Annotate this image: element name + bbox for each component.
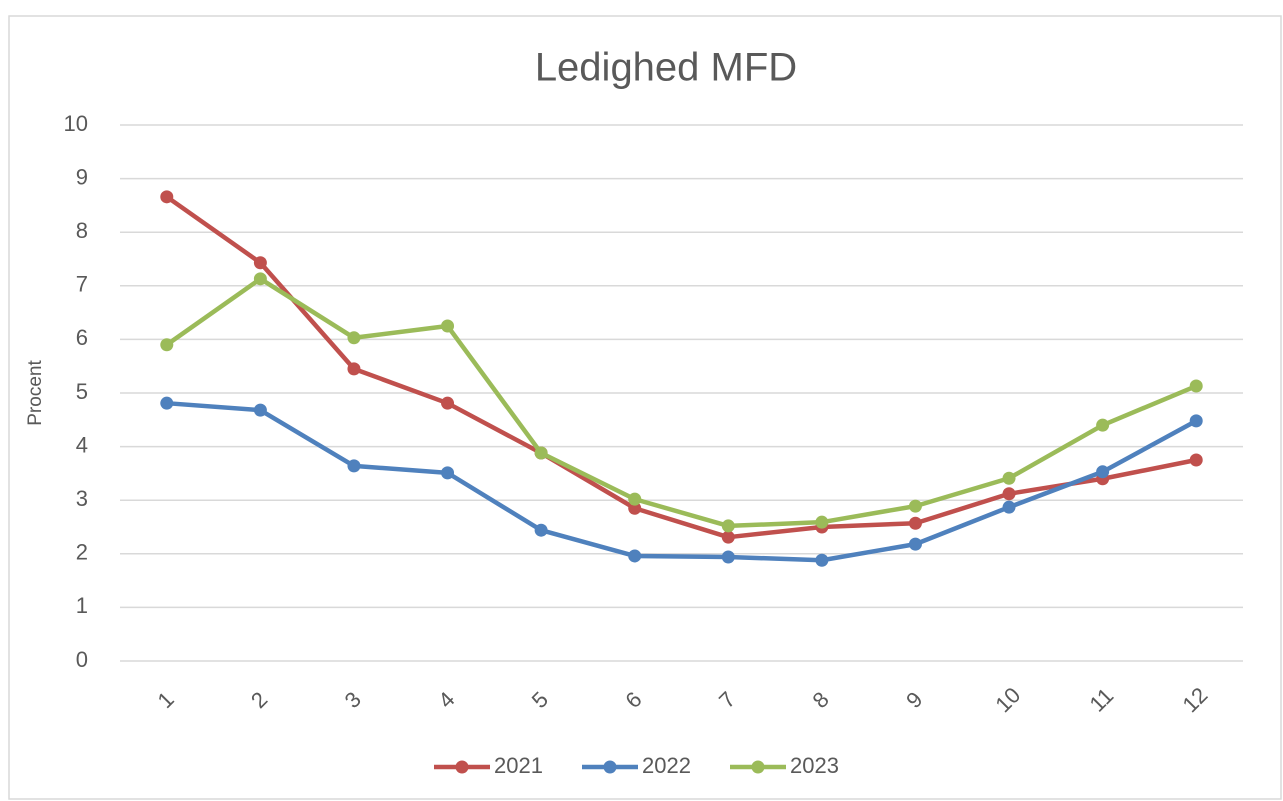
legend-marker bbox=[603, 760, 617, 774]
data-point bbox=[1002, 500, 1016, 514]
data-point bbox=[815, 515, 829, 529]
y-tick-label: 4 bbox=[76, 432, 88, 457]
y-tick-label: 7 bbox=[76, 272, 88, 297]
data-point bbox=[160, 396, 174, 410]
data-point bbox=[908, 516, 922, 530]
legend-marker bbox=[455, 760, 469, 774]
series-line bbox=[165, 276, 1198, 529]
data-point bbox=[1189, 379, 1203, 393]
series-line bbox=[166, 400, 1198, 563]
data-point bbox=[160, 338, 174, 352]
data-point bbox=[253, 272, 267, 286]
data-point bbox=[908, 499, 922, 513]
data-point bbox=[908, 537, 922, 551]
legend-label: 2021 bbox=[494, 753, 543, 778]
data-point bbox=[347, 331, 361, 345]
data-point bbox=[441, 396, 455, 410]
data-point bbox=[1189, 453, 1203, 467]
series-line bbox=[165, 194, 1197, 540]
y-tick-label: 2 bbox=[76, 540, 88, 565]
data-point bbox=[160, 190, 174, 204]
legend-label: 2022 bbox=[642, 753, 691, 778]
data-point bbox=[534, 523, 548, 537]
data-point bbox=[628, 549, 642, 563]
y-tick-label: 3 bbox=[76, 486, 88, 511]
y-axis-label: Procent bbox=[25, 360, 46, 426]
data-point bbox=[1002, 487, 1016, 501]
data-point bbox=[441, 319, 455, 333]
data-point bbox=[721, 519, 735, 533]
data-point bbox=[441, 466, 455, 480]
data-point bbox=[347, 459, 361, 473]
data-point bbox=[1096, 418, 1110, 432]
y-tick-label: 6 bbox=[76, 325, 88, 350]
data-point bbox=[628, 492, 642, 506]
chart-title: Ledighed MFD bbox=[535, 46, 797, 90]
y-tick-label: 1 bbox=[76, 593, 88, 618]
legend-marker bbox=[751, 760, 765, 774]
data-point bbox=[815, 553, 829, 567]
data-point bbox=[1096, 465, 1110, 479]
y-tick-label: 0 bbox=[76, 647, 88, 672]
data-point bbox=[253, 256, 267, 270]
data-point bbox=[1189, 414, 1203, 428]
data-point bbox=[721, 530, 735, 544]
data-point bbox=[534, 446, 548, 460]
data-point bbox=[1002, 471, 1016, 485]
data-point bbox=[253, 403, 267, 417]
data-point bbox=[628, 501, 642, 515]
data-point bbox=[721, 550, 735, 564]
y-tick-label: 9 bbox=[76, 164, 88, 189]
y-tick-label: 8 bbox=[76, 218, 88, 243]
legend-label: 2023 bbox=[790, 753, 839, 778]
y-tick-label: 5 bbox=[76, 379, 88, 404]
data-point bbox=[347, 362, 361, 376]
y-tick-label: 10 bbox=[64, 111, 88, 136]
